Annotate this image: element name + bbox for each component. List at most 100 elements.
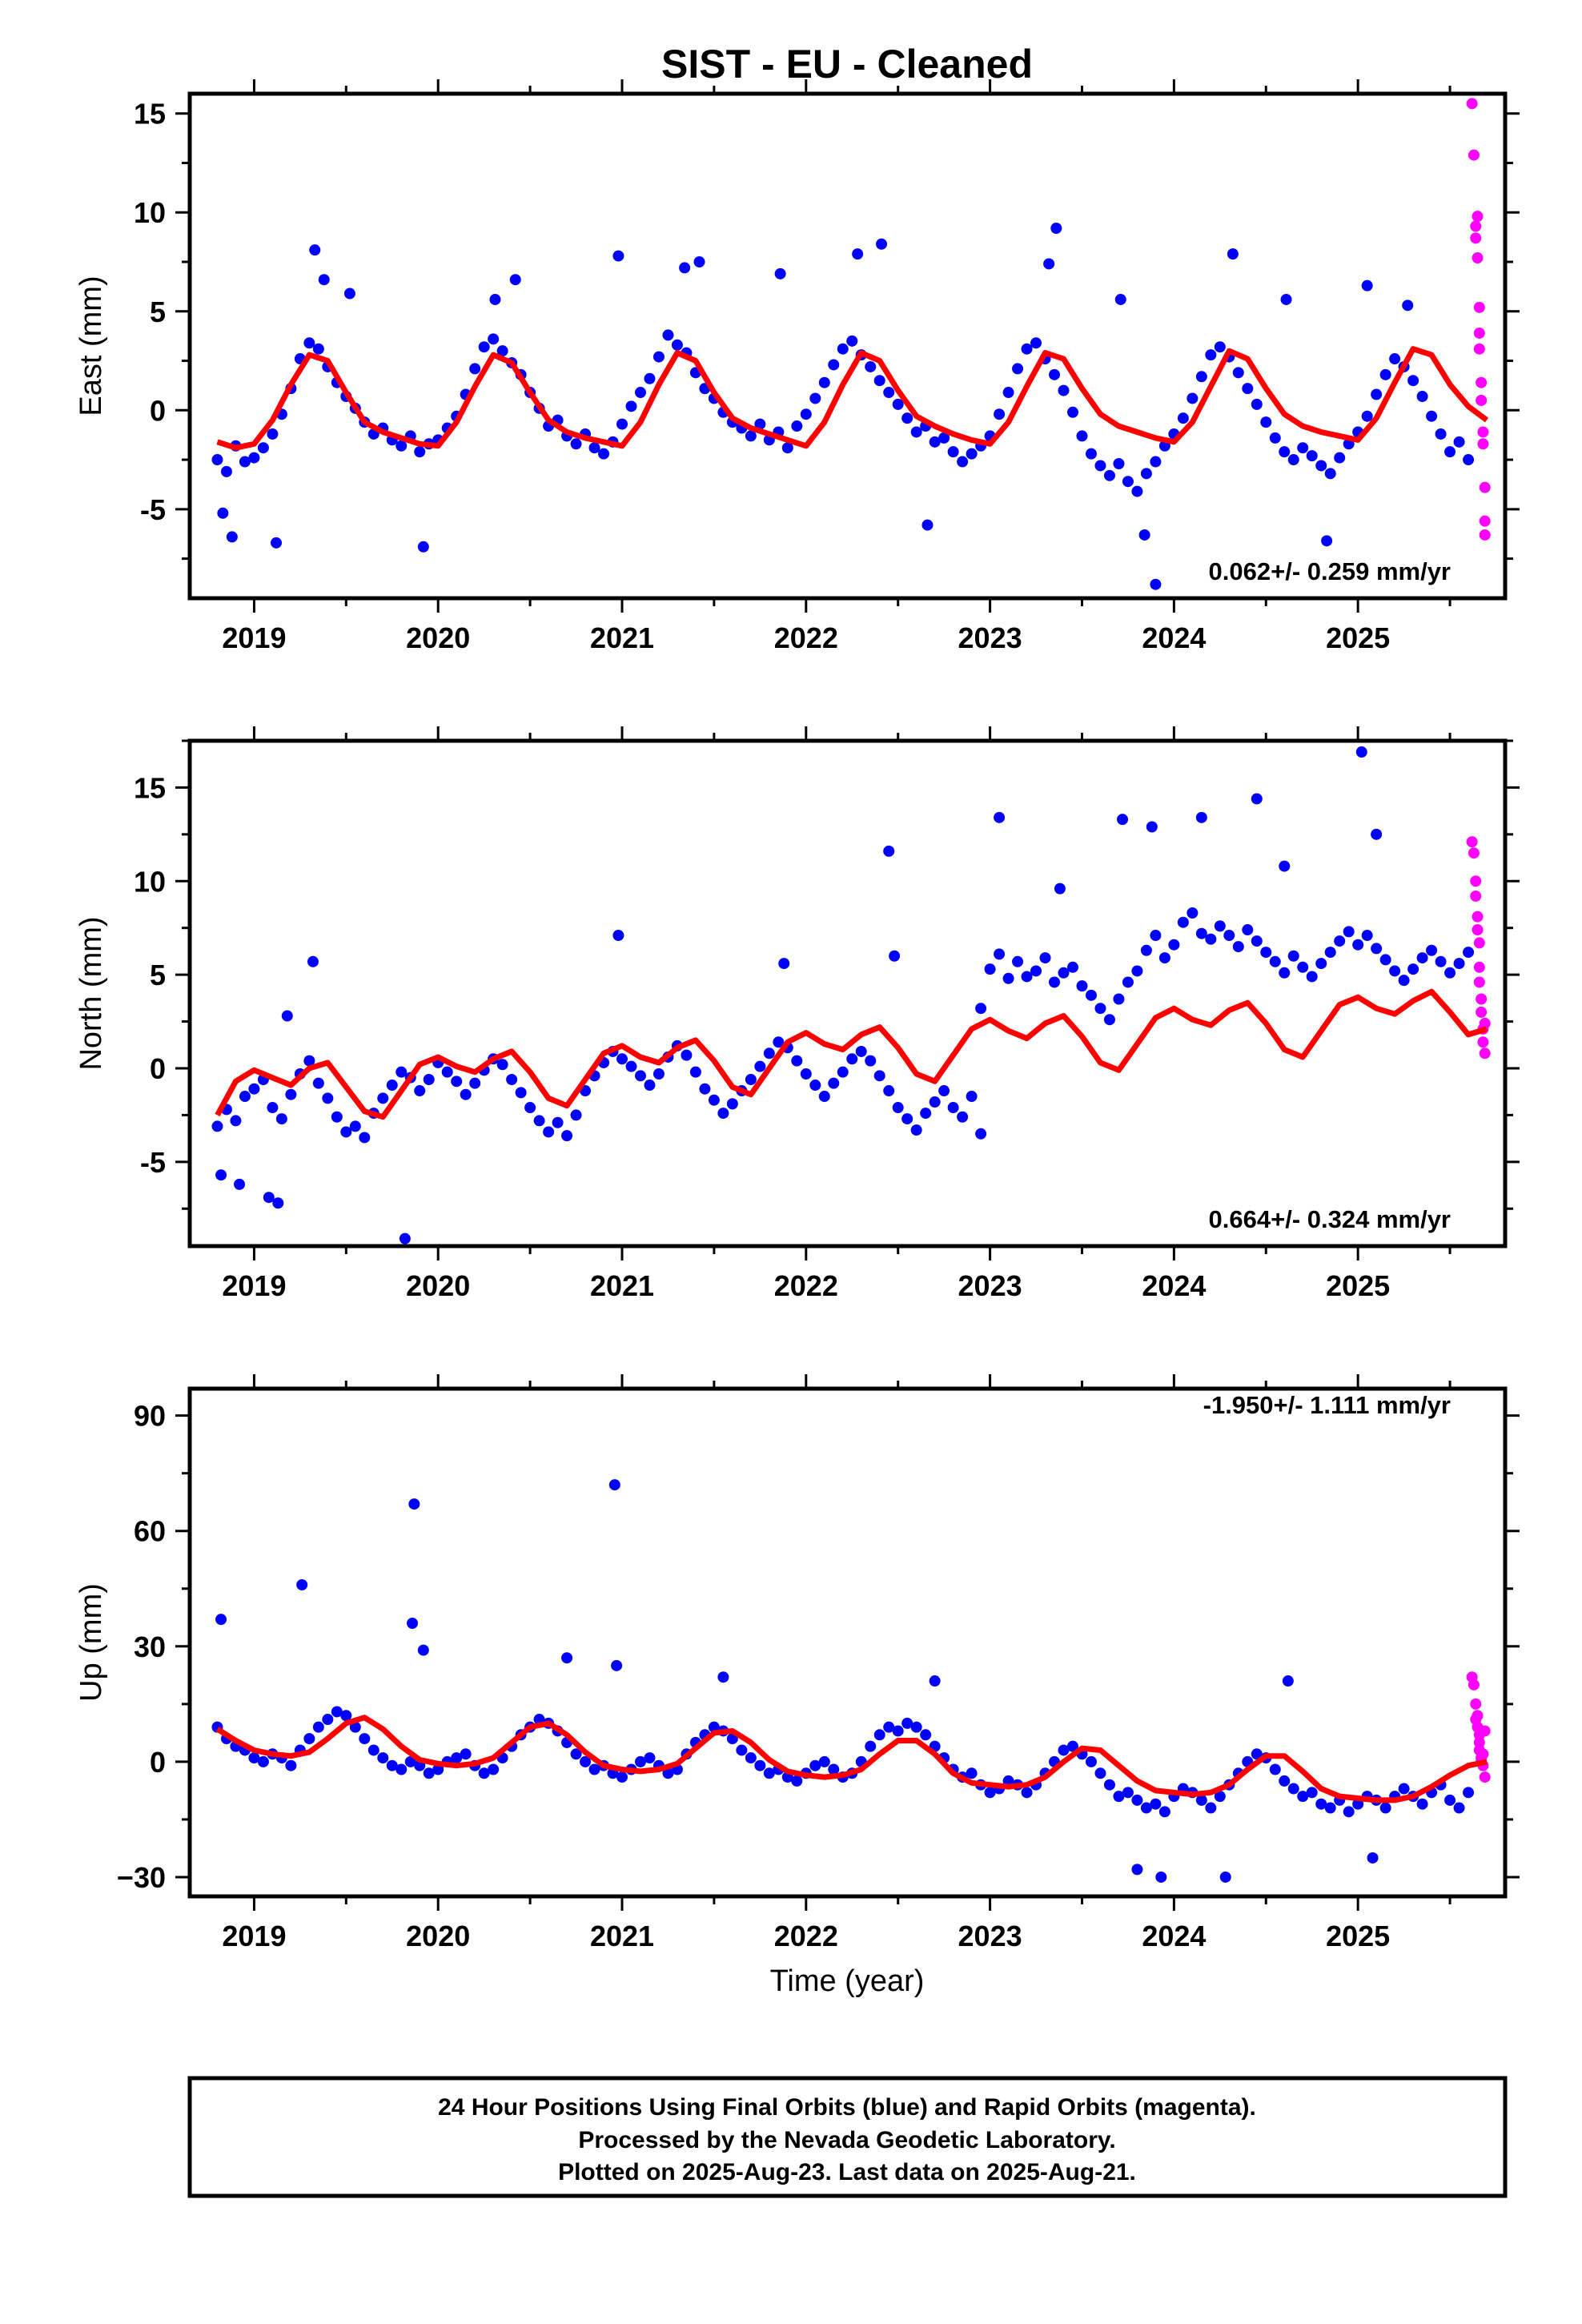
final-point [708,1094,720,1106]
final-point [938,1085,950,1097]
final-point [652,1068,665,1080]
rapid-point [1473,961,1485,973]
final-point [1205,349,1217,361]
final-point [1371,943,1383,955]
model-curve [215,988,1488,1120]
model-curve [215,1715,1488,1803]
rapid-point [1479,529,1491,541]
x-axis-label: Time (year) [770,1964,925,1998]
final-point [598,448,610,460]
final-point [921,519,934,531]
final-point [994,948,1006,960]
final-point [1279,860,1291,872]
y-tick-label: 10 [134,865,166,898]
final-point [717,1108,729,1120]
x-tick-label: 2024 [1142,1269,1206,1302]
final-point [215,1614,227,1626]
final-point [543,1126,555,1138]
final-point [1002,972,1014,984]
final-point [883,845,895,857]
final-point [1324,947,1336,959]
final-point [1334,935,1346,947]
final-point [892,398,904,410]
final-point [322,1714,334,1726]
final-point [1021,343,1033,355]
final-point [1131,965,1143,977]
final-point [1367,1852,1379,1864]
final-point [478,341,490,353]
final-point [1058,384,1070,396]
final-point [681,1049,693,1061]
rapid-point [1472,252,1484,264]
final-point [634,387,646,399]
y-tick-label: 30 [134,1630,166,1663]
rapid-point [1473,976,1485,988]
final-point [1214,341,1226,353]
final-point [1168,939,1180,951]
final-point [966,448,978,460]
final-point [1094,1767,1106,1779]
final-point [285,1759,297,1771]
final-point [1463,1787,1475,1799]
final-point [1416,1798,1428,1810]
final-point [947,1102,959,1114]
rate-label: -1.950+/- 1.111 mm/yr [1203,1391,1451,1419]
final-point [588,442,600,454]
final-point [1287,1783,1299,1795]
final-point [828,1763,840,1775]
rapid-point [1470,875,1482,887]
final-point [386,1080,398,1092]
rapid-point [1476,394,1488,406]
final-point [1453,436,1465,448]
final-point [1140,944,1152,956]
final-point [920,1729,932,1741]
final-point [417,541,429,553]
final-point [763,1767,775,1779]
final-point [957,456,969,468]
final-point [644,1080,656,1092]
final-point [1297,442,1309,454]
final-point [396,1763,408,1775]
final-point [1195,811,1207,823]
final-point [396,1066,408,1078]
final-point [754,1060,766,1072]
final-point [616,1771,628,1783]
final-point [818,1091,830,1103]
final-point [441,1066,453,1078]
final-point [1269,1763,1281,1775]
final-point [846,335,858,347]
final-point [837,343,849,355]
final-point [570,1109,582,1121]
final-point [1444,967,1456,979]
final-point [331,1706,343,1718]
final-point [616,1053,628,1065]
final-point [489,293,501,305]
final-point [230,1115,242,1127]
final-point [331,1111,343,1123]
final-point [1402,300,1414,312]
final-point [662,329,674,341]
final-point [215,1169,227,1181]
final-point [809,392,821,404]
final-point [984,963,996,975]
final-point [608,1479,620,1491]
final-point [1122,976,1134,988]
final-point [359,1132,371,1144]
final-point [966,1767,978,1779]
final-point [929,1675,941,1687]
x-tick-label: 2023 [958,1269,1022,1302]
final-point [1076,430,1088,442]
final-point [1131,1864,1143,1876]
chart-title: SIST - EU - Cleaned [661,42,1033,86]
final-point [1379,368,1391,380]
final-point [211,1120,223,1132]
final-point [1219,1871,1231,1883]
data-layer [211,1479,1491,1883]
final-point [1150,578,1162,590]
rapid-point [1477,1748,1489,1760]
final-point [883,1085,895,1097]
final-point [883,387,895,399]
final-point [773,1036,785,1048]
final-point [852,248,864,260]
x-tick-label: 2019 [222,1920,286,1952]
